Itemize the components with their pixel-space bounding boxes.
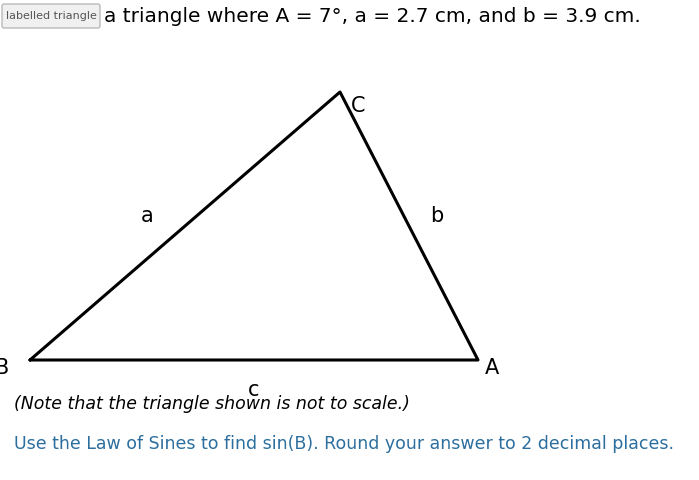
- Text: a: a: [140, 206, 153, 226]
- Text: (Note that the triangle shown is not to scale.): (Note that the triangle shown is not to …: [14, 395, 410, 413]
- Text: labelled triangle: labelled triangle: [6, 11, 96, 21]
- Text: A: A: [485, 358, 499, 378]
- Text: a triangle where A = 7°, a = 2.7 cm, and b = 3.9 cm.: a triangle where A = 7°, a = 2.7 cm, and…: [104, 7, 641, 25]
- Text: c: c: [248, 380, 260, 400]
- Text: B: B: [0, 358, 9, 378]
- Text: Use the Law of Sines to find sin(B). Round your answer to 2 decimal places.: Use the Law of Sines to find sin(B). Rou…: [14, 435, 674, 453]
- Text: b: b: [431, 206, 444, 226]
- FancyBboxPatch shape: [2, 4, 100, 28]
- Text: C: C: [351, 96, 366, 116]
